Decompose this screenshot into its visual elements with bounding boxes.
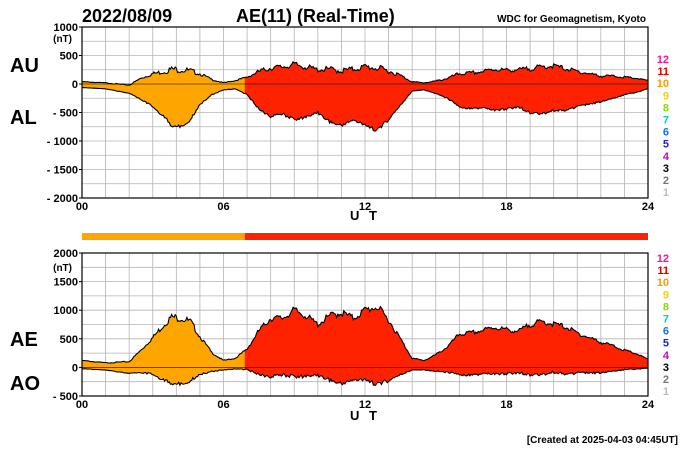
top-y-tick-label: - 1000 xyxy=(47,136,78,148)
activity-level-11: 11 xyxy=(657,265,669,277)
ao-series-label: AO xyxy=(10,373,40,395)
activity-level-2: 2 xyxy=(663,175,669,187)
activity-level-12: 12 xyxy=(657,253,669,265)
activity-level-4: 4 xyxy=(663,151,670,163)
activity-level-12: 12 xyxy=(657,54,669,66)
date-label: 2022/08/09 xyxy=(82,6,172,26)
activity-level-10: 10 xyxy=(657,277,669,289)
bottom-series-lower-line xyxy=(81,367,649,387)
activity-bar-segment-1 xyxy=(244,233,648,240)
activity-level-4: 4 xyxy=(663,350,670,362)
activity-level-1: 1 xyxy=(663,187,669,199)
activity-level-9: 9 xyxy=(663,289,669,301)
top-fill-post xyxy=(244,61,648,132)
top-y-tick-label: - 1500 xyxy=(47,165,78,177)
top-x-tick-label: 12 xyxy=(359,201,371,213)
top-x-tick-label: 24 xyxy=(642,201,655,213)
bottom-x-tick-label: 18 xyxy=(500,399,512,411)
activity-level-2: 2 xyxy=(663,374,669,386)
ae-series-label: AE xyxy=(10,329,38,351)
activity-level-1: 1 xyxy=(663,386,669,398)
top-y-tick-label: 1000 xyxy=(54,22,78,34)
activity-level-11: 11 xyxy=(657,66,669,78)
al-series-label: AL xyxy=(10,107,37,129)
bottom-x-tick-label: 00 xyxy=(76,399,88,411)
activity-level-3: 3 xyxy=(663,163,669,175)
bottom-x-tick-label: 12 xyxy=(359,399,371,411)
activity-level-5: 5 xyxy=(663,139,669,151)
top-y-tick-label: 0 xyxy=(72,79,78,91)
bottom-y-tick-label: - 500 xyxy=(53,391,78,403)
bottom-unit-label: (nT) xyxy=(53,263,72,274)
top-x-tick-label: 06 xyxy=(217,201,229,213)
top-y-tick-label: - 500 xyxy=(53,108,78,120)
au-series-label: AU xyxy=(10,55,39,77)
top-unit-label: (nT) xyxy=(53,34,72,45)
activity-level-9: 9 xyxy=(663,90,669,102)
bottom-x-axis-label: U T xyxy=(350,408,380,423)
top-x-tick-label: 18 xyxy=(500,201,512,213)
top-fill-pre xyxy=(82,66,246,128)
bottom-series-upper-line xyxy=(81,305,649,364)
activity-level-6: 6 xyxy=(663,127,669,139)
created-timestamp: [Created at 2025-04-03 04:45UT] xyxy=(527,435,678,446)
bottom-y-tick-label: 1000 xyxy=(54,305,78,317)
activity-level-10: 10 xyxy=(657,78,669,90)
activity-level-8: 8 xyxy=(663,301,669,313)
activity-level-7: 7 xyxy=(663,314,669,326)
activity-level-5: 5 xyxy=(663,338,669,350)
bottom-x-tick-label: 24 xyxy=(642,399,655,411)
activity-level-3: 3 xyxy=(663,362,669,374)
activity-level-7: 7 xyxy=(663,115,669,127)
top-x-axis-label: U T xyxy=(350,208,380,223)
top-x-tick-label: 00 xyxy=(76,201,88,213)
bottom-y-tick-label: 1500 xyxy=(54,277,78,289)
chart-title: AE(11) (Real-Time) xyxy=(236,6,395,26)
bottom-fill-post xyxy=(244,306,648,386)
top-y-tick-label: 500 xyxy=(60,51,78,63)
bottom-y-tick-label: 2000 xyxy=(54,248,78,260)
activity-bar-segment-0 xyxy=(82,233,245,240)
bottom-y-tick-label: 0 xyxy=(72,362,78,374)
top-y-tick-label: - 2000 xyxy=(47,193,78,205)
activity-level-8: 8 xyxy=(663,102,669,114)
bottom-plot-frame xyxy=(81,252,649,397)
bottom-y-tick-label: 500 xyxy=(60,334,78,346)
activity-level-bar xyxy=(82,233,648,240)
bottom-x-tick-label: 06 xyxy=(217,399,229,411)
source-label: WDC for Geomagnetism, Kyoto xyxy=(497,14,646,25)
activity-level-6: 6 xyxy=(663,326,669,338)
top-series-lower-line xyxy=(81,86,649,132)
top-series-upper-line xyxy=(81,60,649,86)
